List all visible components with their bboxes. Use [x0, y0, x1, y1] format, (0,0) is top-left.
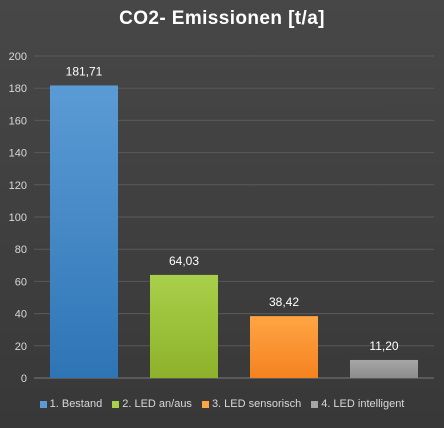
legend-label: 4. LED intelligent	[321, 398, 405, 410]
data-label: 11,20	[369, 339, 398, 353]
chart-title: CO2- Emissionen [t/a]	[119, 8, 325, 29]
legend-label: 1. Bestand	[49, 398, 103, 410]
chart-legend: 1. Bestand 2. LED an/aus 3. LED sensorisch…	[0, 398, 444, 410]
y-tick-label: 20	[15, 341, 27, 353]
bar-4	[350, 359, 418, 378]
y-tick-label: 160	[9, 115, 27, 127]
y-tick-label: 0	[21, 373, 27, 385]
legend-label: 3. LED sensorisch	[211, 398, 302, 410]
y-tick-label: 120	[9, 180, 27, 192]
legend-item: 1. Bestand	[39, 398, 103, 410]
legend-item: 4. LED intelligent	[311, 398, 404, 410]
legend-swatch	[112, 400, 120, 408]
data-label: 38,42	[269, 295, 299, 309]
bar-2	[150, 274, 218, 378]
legend-swatch	[311, 400, 319, 408]
y-tick-label: 100	[9, 212, 27, 224]
legend-item: 3. LED sensorisch	[201, 398, 302, 410]
y-tick-label: 60	[15, 276, 27, 288]
legend-swatch	[39, 400, 47, 408]
data-label: 181,71	[66, 64, 103, 78]
y-tick-label: 140	[9, 148, 27, 160]
bar-3	[250, 316, 318, 378]
y-tick-label: 40	[15, 309, 27, 321]
data-label: 64,03	[169, 254, 199, 268]
y-tick-label: 200	[9, 51, 27, 63]
legend-swatch	[201, 400, 209, 408]
y-tick-label: 80	[15, 244, 27, 256]
y-tick-label: 180	[9, 83, 27, 95]
bar-1	[50, 85, 118, 378]
legend-label: 2. LED an/aus	[122, 398, 192, 410]
legend-item: 2. LED an/aus	[112, 398, 192, 410]
